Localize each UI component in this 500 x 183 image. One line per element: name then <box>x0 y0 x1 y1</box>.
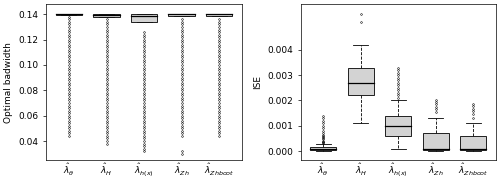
Bar <box>168 14 194 16</box>
Bar <box>56 14 82 15</box>
Bar <box>460 136 486 150</box>
Bar <box>422 133 449 150</box>
Y-axis label: ISE: ISE <box>252 75 262 89</box>
Bar <box>206 14 232 16</box>
Y-axis label: Optimal badwidth: Optimal badwidth <box>4 42 13 123</box>
Bar <box>310 147 336 150</box>
Bar <box>131 14 157 22</box>
Bar <box>94 14 120 17</box>
Bar <box>348 68 374 95</box>
Bar <box>385 116 411 136</box>
